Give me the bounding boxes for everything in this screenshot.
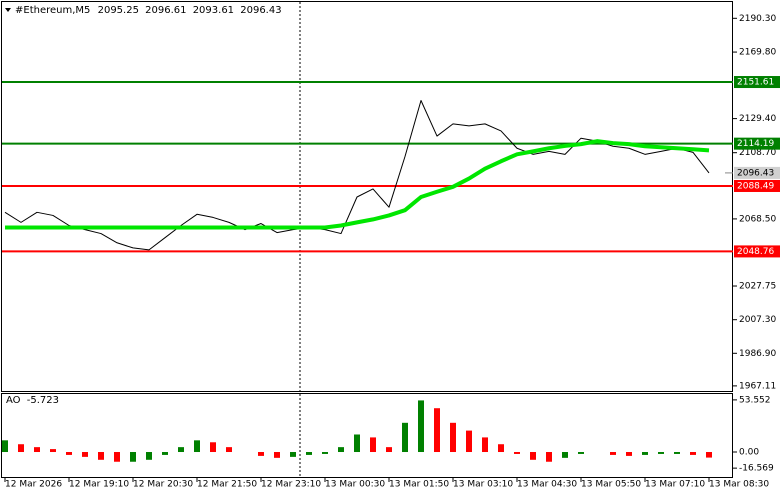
y-tick-label: 2190.30 <box>739 14 776 24</box>
ao-value: -5.723 <box>27 395 59 406</box>
x-tick-label: 13 Mar 03:10 <box>453 480 513 489</box>
ao-title: AO <box>6 395 21 406</box>
ao-bar <box>418 400 424 453</box>
ao-bar <box>162 452 168 455</box>
open: 2095.25 <box>98 5 139 16</box>
level-label: 2088.49 <box>737 181 774 191</box>
ao-bar <box>306 452 312 455</box>
y-tick-label: 2169.80 <box>739 48 776 58</box>
ao-bar <box>402 422 408 453</box>
ao-bar <box>226 447 232 453</box>
y-tick-label: 2108.70 <box>739 148 776 158</box>
ao-bar <box>82 452 88 457</box>
ao-bar <box>514 452 520 454</box>
ao-bar <box>322 452 328 454</box>
ao-bar <box>98 452 104 460</box>
ao-bar <box>386 447 392 453</box>
low: 2093.61 <box>193 5 234 16</box>
ao-bar <box>434 408 440 453</box>
moving-average <box>5 139 710 230</box>
ao-bar <box>706 452 712 458</box>
ao-bar <box>690 452 696 455</box>
x-tick-label: 13 Mar 04:30 <box>517 480 577 489</box>
y-tick-label: 2007.30 <box>739 315 776 325</box>
ao-bar <box>674 452 680 454</box>
ao-bar <box>130 452 136 462</box>
level-label: 2114.19 <box>737 139 774 149</box>
y-tick-label: 1967.11 <box>739 381 776 391</box>
ao-bar <box>258 452 264 456</box>
ao-bar <box>178 447 184 453</box>
ao-bar <box>626 452 632 456</box>
ao-bar <box>34 447 40 453</box>
ao-bar <box>546 452 552 462</box>
ao-bar <box>194 440 200 453</box>
level-label-box <box>734 76 780 89</box>
ao-bar <box>530 452 536 460</box>
x-tick-label: 13 Mar 00:30 <box>325 480 385 489</box>
symbol: #Ethereum,M5 <box>15 5 90 16</box>
y-tick-label: 53.552 <box>739 395 771 405</box>
x-tick-label: 12 Mar 19:10 <box>69 480 129 489</box>
ao-bar <box>290 452 296 457</box>
x-tick-label: 13 Mar 07:10 <box>645 480 705 489</box>
ao-bar <box>338 447 344 453</box>
ao-bar <box>210 442 216 453</box>
level-label-box <box>734 137 780 150</box>
level-label: 2048.76 <box>737 247 774 257</box>
ao-bar <box>610 452 616 455</box>
menu-arrow <box>5 8 11 12</box>
level-label-box <box>734 245 780 258</box>
ao-bar <box>274 452 280 458</box>
y-tick-label: 2027.75 <box>739 282 776 292</box>
ao-bar <box>498 444 504 453</box>
x-tick-label: 12 Mar 23:10 <box>261 480 321 489</box>
x-tick-label: 13 Mar 01:50 <box>389 480 449 489</box>
main-panel-frame <box>1 1 733 392</box>
ao-bar <box>658 452 664 454</box>
y-tick-label: -16.569 <box>739 464 774 474</box>
ao-bar <box>642 452 648 455</box>
x-tick-label: 13 Mar 08:30 <box>709 480 769 489</box>
x-tick-label: 13 Mar 05:50 <box>581 480 641 489</box>
x-tick-label: 12 Mar 21:50 <box>197 480 257 489</box>
y-tick-label: 2129.40 <box>739 114 776 124</box>
y-tick-label: 1986.90 <box>739 349 776 359</box>
high: 2096.61 <box>145 5 186 16</box>
x-tick-label: 12 Mar 2026 <box>5 480 62 489</box>
ao-bar <box>482 437 488 453</box>
ao-bar <box>466 430 472 453</box>
ao-bar <box>114 452 120 462</box>
level-label-box <box>734 179 780 192</box>
ao-panel-frame <box>1 393 733 478</box>
y-tick-label: 2068.50 <box>739 214 776 224</box>
ao-bar <box>50 449 56 453</box>
ao-bar <box>370 437 376 453</box>
chart-header: #Ethereum,M5 2095.25 2096.61 2093.61 209… <box>15 5 282 16</box>
x-tick-label: 12 Mar 20:30 <box>133 480 193 489</box>
ao-bar <box>450 422 456 453</box>
y-tick-label: 0.00 <box>739 448 759 458</box>
level-label: 2151.61 <box>737 78 774 88</box>
ao-bar <box>18 444 24 453</box>
ao-bar <box>2 440 8 453</box>
ao-bar <box>562 452 568 458</box>
ao-bar <box>578 452 584 454</box>
last-price-label: 2096.43 <box>737 168 774 178</box>
ao-bar <box>66 452 72 455</box>
ao-bar <box>354 434 360 453</box>
last-price-box <box>734 166 780 179</box>
ao-header: AO -5.723 <box>6 395 59 406</box>
close: 2096.43 <box>240 5 281 16</box>
ao-bar <box>146 452 152 460</box>
